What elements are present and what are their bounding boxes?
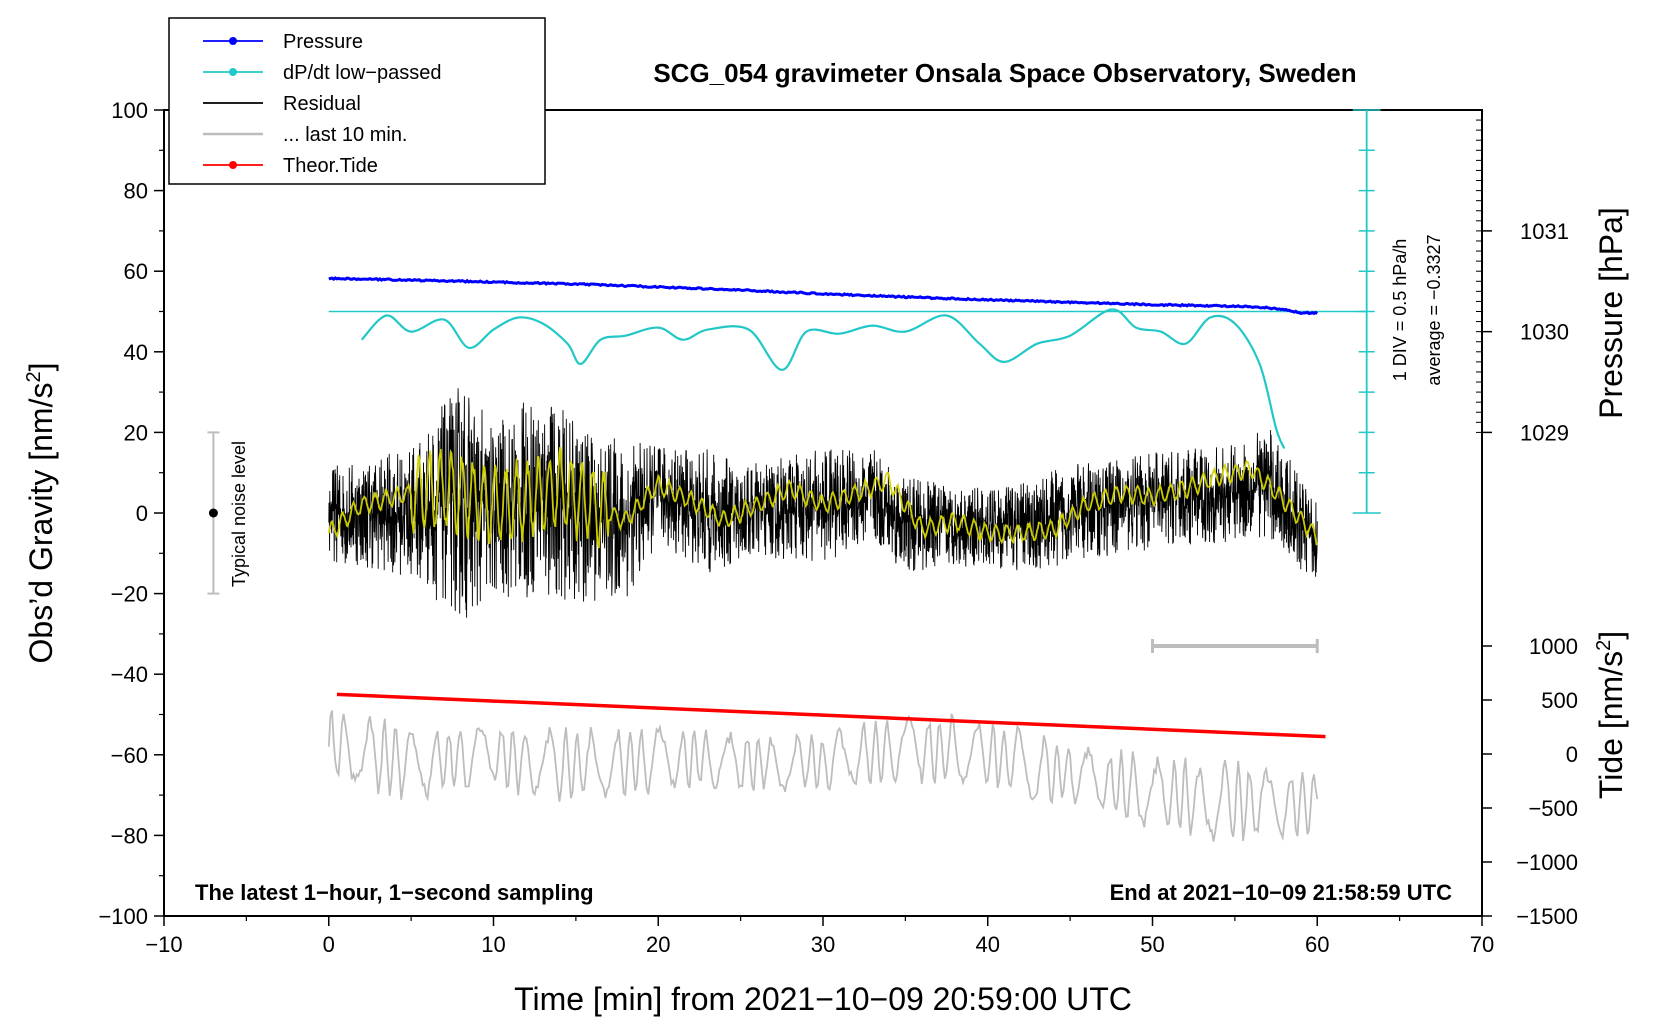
- y-axis-title-left-sup: 2: [23, 371, 45, 382]
- y-tick-label: 60: [124, 259, 148, 284]
- x-tick-label: 60: [1305, 932, 1329, 957]
- legend-label: Theor.Tide: [283, 155, 378, 177]
- legend-label: dP/dt low−passed: [283, 62, 441, 84]
- legend-items: Pressure dP/dt low−passed Residual ... last…: [203, 31, 441, 177]
- tide-tick-label: −1000: [1516, 850, 1578, 875]
- legend-marker: [229, 68, 237, 76]
- axes: −10 0 10 20 30 40 50 60 70−100−80−60−40−20020406…: [98, 98, 1578, 957]
- x-tick-label: 20: [646, 932, 670, 957]
- legend-box: [168, 17, 546, 185]
- residual-series: [328, 388, 1318, 618]
- noise-level-label: Typical noise level: [229, 441, 249, 587]
- last10-series: [327, 710, 1319, 842]
- tide-axis-title-text: Tide [nm/s: [1593, 651, 1629, 799]
- dpdt-series: [328, 308, 1367, 449]
- legend: Pressure dP/dt low−passed Residual ... last…: [168, 17, 546, 185]
- y-tick-label: −80: [111, 823, 148, 848]
- x-tick-label: −10: [145, 932, 182, 957]
- dpdt-division-note: 1 DIV = 0.5 hPa/h: [1390, 239, 1410, 382]
- smoothed-residual-series: [327, 446, 1318, 549]
- end-time-note: End at 2021−10−09 21:58:59 UTC: [1110, 880, 1453, 905]
- y-tick-label: −60: [111, 743, 148, 768]
- y-tick-label: −20: [111, 582, 148, 607]
- dpdt-average-note: average = −0.3327: [1424, 234, 1444, 385]
- pressure-axis-title: Pressure [hPa]: [1593, 207, 1629, 419]
- y-axis-title-left-text: Obs’d Gravity [nm/s: [23, 383, 59, 664]
- legend-marker: [229, 161, 237, 169]
- y-tick-label: −100: [98, 904, 148, 929]
- tide-series: [336, 692, 1326, 739]
- y-tick-label: −40: [111, 662, 148, 687]
- y-tick-label: 40: [124, 340, 148, 365]
- pressure-line: [328, 276, 1319, 316]
- last10-line: [327, 710, 1319, 842]
- y-tick-label: 20: [124, 420, 148, 445]
- tide-tick-label: −1500: [1516, 904, 1578, 929]
- legend-label: ... last 10 min.: [283, 124, 408, 146]
- pressure-tick-label: 1030: [1520, 320, 1569, 345]
- x-tick-label: 0: [323, 932, 335, 957]
- legend-label: Residual: [283, 93, 361, 115]
- chart-extras: [207, 109, 1381, 653]
- tide-tick-label: 500: [1541, 688, 1578, 713]
- tide-line: [336, 692, 1326, 739]
- sampling-note: The latest 1−hour, 1−second sampling: [195, 880, 594, 905]
- x-tick-label: 70: [1470, 932, 1494, 957]
- tide-tick-label: 0: [1566, 742, 1578, 767]
- x-tick-label: 10: [481, 932, 505, 957]
- legend-marker: [229, 37, 237, 45]
- pressure-tick-label: 1031: [1520, 219, 1569, 244]
- dpdt-line: [360, 308, 1286, 449]
- pressure-series: [328, 276, 1319, 316]
- noise-bar-center: [208, 508, 218, 518]
- tide-axis-title-close: ]: [1593, 631, 1629, 640]
- tide-tick-label: −500: [1528, 796, 1578, 821]
- y-tick-label: 100: [111, 98, 148, 123]
- y-axis-title-left-close: ]: [23, 363, 59, 372]
- y-tick-label: 80: [124, 179, 148, 204]
- x-tick-label: 30: [811, 932, 835, 957]
- legend-label: Pressure: [283, 31, 363, 53]
- chart-title: SCG_054 gravimeter Onsala Space Observat…: [653, 58, 1356, 88]
- y-axis-title-left: Obs’d Gravity [nm/s2]: [23, 363, 59, 664]
- y-tick-label: 0: [136, 501, 148, 526]
- x-axis-title: Time [min] from 2021−10−09 20:59:00 UTC: [514, 981, 1132, 1017]
- pressure-tick-label: 1029: [1520, 420, 1569, 445]
- tide-tick-label: 1000: [1529, 634, 1578, 659]
- tide-axis-title-sup: 2: [1593, 640, 1615, 651]
- residual-line: [328, 388, 1318, 618]
- x-tick-label: 40: [976, 932, 1000, 957]
- smoothed-line: [327, 446, 1318, 549]
- tide-axis-title: Tide [nm/s2]: [1593, 631, 1629, 799]
- x-tick-label: 50: [1140, 932, 1164, 957]
